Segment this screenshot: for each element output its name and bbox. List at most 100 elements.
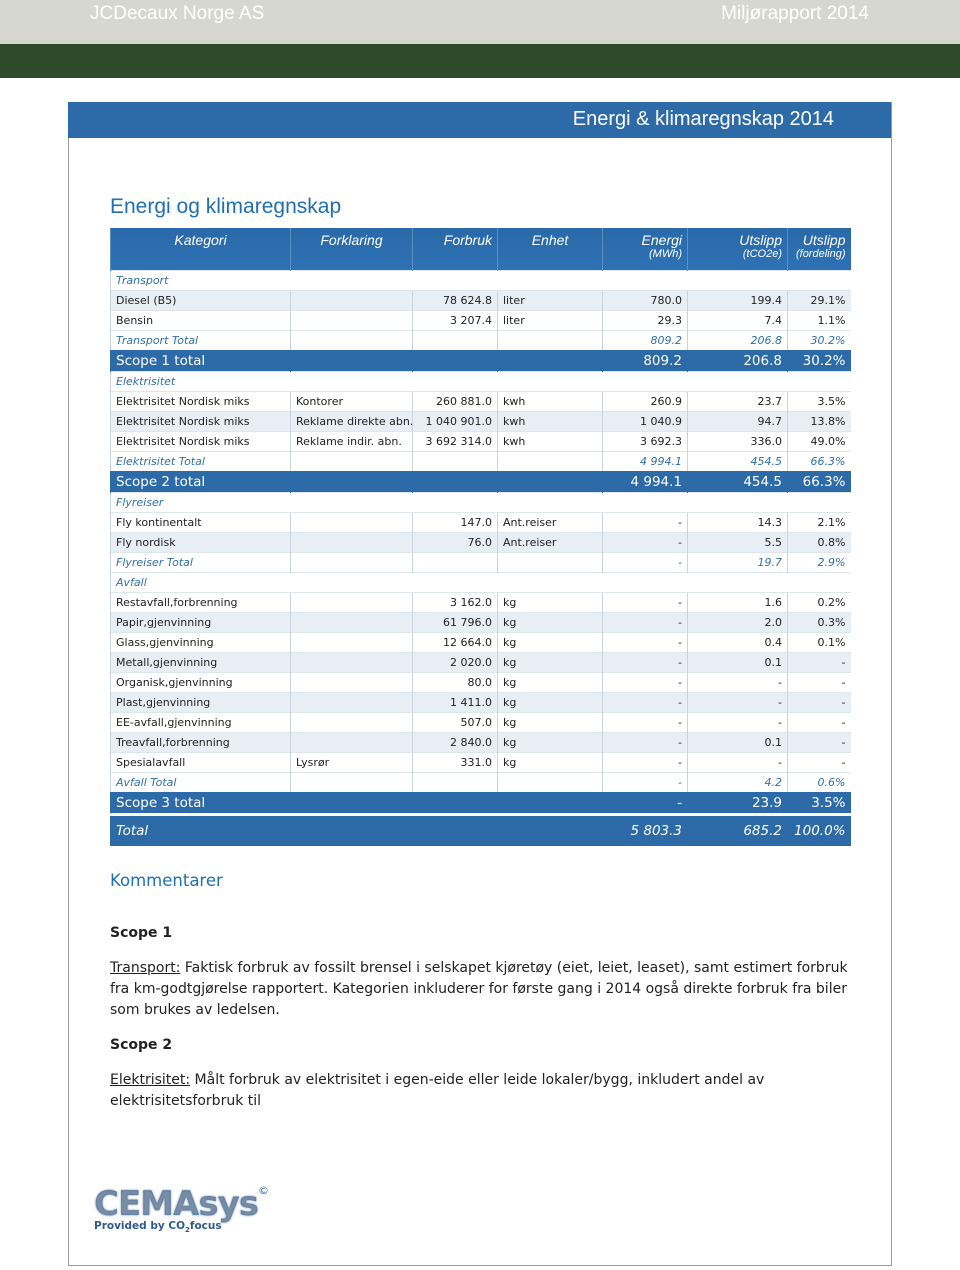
cell [412, 471, 498, 493]
cell: - [602, 712, 688, 733]
table-row: Diesel (B5) 78 624.8 liter 780.0 199.4 29.1% [110, 290, 851, 311]
cell: 809.2 [602, 330, 688, 350]
cell: Scope 3 total [110, 792, 291, 815]
table-row: Transport [110, 270, 851, 291]
cell: 30.2% [787, 350, 851, 372]
cell: EE-avfall,gjenvinning [110, 712, 291, 733]
company: JCDecaux Norge AS [90, 3, 265, 24]
cell: 0.8% [787, 532, 851, 553]
cell [497, 350, 603, 372]
comments-heading: Kommentarer [110, 871, 223, 890]
comment-text: Transport: Faktisk forbruk av fossilt br… [110, 958, 850, 1021]
cell: Elektrisitet Total [110, 451, 291, 471]
comment-title: Scope 1 [110, 925, 173, 941]
cell: 4.2 [687, 772, 788, 792]
header-row: Kategori Forklaring Forbruk Enhet Energi (MWh… [110, 228, 851, 271]
cell: 0.6% [787, 772, 851, 792]
cell: Organisk,gjenvinning [110, 672, 291, 693]
cell: 199.4 [687, 290, 788, 311]
cell [290, 792, 413, 815]
cell [290, 772, 413, 792]
cell: - [787, 752, 851, 773]
cell [290, 692, 413, 713]
cell: 78 624.8 [412, 290, 498, 311]
cell: 331.0 [412, 752, 498, 773]
cell: 30.2% [787, 330, 851, 350]
cell: 14.3 [687, 512, 788, 533]
cell: Kontorer [290, 391, 413, 412]
table-row: Avfall Total -4.2 0.6% [110, 772, 851, 792]
cell: 1 411.0 [412, 692, 498, 713]
cell: - [602, 632, 688, 653]
cell: kg [497, 632, 603, 653]
cell: 454.5 [687, 451, 788, 471]
brand: CO [168, 1220, 185, 1232]
cell: Glass,gjenvinning [110, 632, 291, 653]
column-header: Utslipp (tCO2e) [687, 228, 788, 271]
cell [290, 813, 413, 846]
cell: 780.0 [602, 290, 688, 311]
cell: - [787, 652, 851, 673]
cell: 2 020.0 [412, 652, 498, 673]
cell [497, 552, 603, 573]
cell: 80.0 [412, 672, 498, 693]
cell: - [687, 752, 788, 773]
cell: liter [497, 290, 603, 311]
table-row: Plast,gjenvinning 1 411.0 kg - - - [110, 692, 851, 713]
cell: Elektrisitet Nordisk miks [110, 431, 291, 452]
cell [412, 813, 498, 846]
cell: kg [497, 692, 603, 713]
logo-mark: © [257, 1184, 269, 1197]
cell [290, 290, 413, 311]
cell [497, 772, 603, 792]
cell: 66.3% [787, 451, 851, 471]
cell: 260.9 [602, 391, 688, 412]
cell [290, 672, 413, 693]
cell: 0.1 [687, 732, 788, 753]
cell: Avfall Total [110, 772, 291, 792]
table-row: Scope 2 total 4 994.1 454.5 66.3% [110, 471, 851, 493]
cell [290, 471, 413, 493]
cell [290, 712, 413, 733]
cell: - [602, 612, 688, 633]
cell: Fly kontinentalt [110, 512, 291, 533]
comment-label: Transport: [110, 960, 181, 976]
column-sub: (fordeling) [795, 248, 846, 260]
column-label: Enhet [531, 232, 569, 248]
cell [497, 451, 603, 471]
cell [290, 592, 413, 613]
table-row: Elektrisitet [110, 371, 851, 392]
tagline-text: Provided by [94, 1220, 165, 1232]
heading: Energi og klimaregnskap [110, 195, 342, 218]
cell: - [687, 672, 788, 693]
cell [497, 792, 603, 815]
cell: 2.0 [687, 612, 788, 633]
comment-label: Elektrisitet: [110, 1072, 191, 1088]
table-row: Fly nordisk 76.0 Ant.reiser -5.5 0.8% [110, 532, 851, 553]
table-row: Metall,gjenvinning 2 020.0 kg -0.1- [110, 652, 851, 673]
cell: Total [110, 813, 291, 846]
cell: 454.5 [687, 471, 788, 493]
cell: Scope 2 total [110, 471, 291, 493]
cell: 3 692.3 [602, 431, 688, 452]
cell: 49.0% [787, 431, 851, 452]
cell [412, 552, 498, 573]
cell: Reklame direkte abn. [290, 411, 413, 432]
cell: 13.8% [787, 411, 851, 432]
column-sub: (tCO2e) [742, 248, 782, 260]
column-label: Forbruk [443, 232, 492, 248]
cell: - [687, 712, 788, 733]
cell: 76.0 [412, 532, 498, 553]
cell [290, 632, 413, 653]
cell [290, 552, 413, 573]
cell: Plast,gjenvinning [110, 692, 291, 713]
cell: Metall,gjenvinning [110, 652, 291, 673]
comment-sections: Scope 1 Transport: Faktisk forbruk av fos… [110, 923, 850, 1112]
top-bar: JCDecaux Norge AS Miljørapport 2014 [0, 0, 960, 44]
cell: 1.1% [787, 310, 851, 331]
cell: Fly nordisk [110, 532, 291, 553]
cell [290, 512, 413, 533]
column-header: Forbruk [412, 228, 498, 271]
cell: kwh [497, 391, 603, 412]
cell: 0.1 [687, 652, 788, 673]
